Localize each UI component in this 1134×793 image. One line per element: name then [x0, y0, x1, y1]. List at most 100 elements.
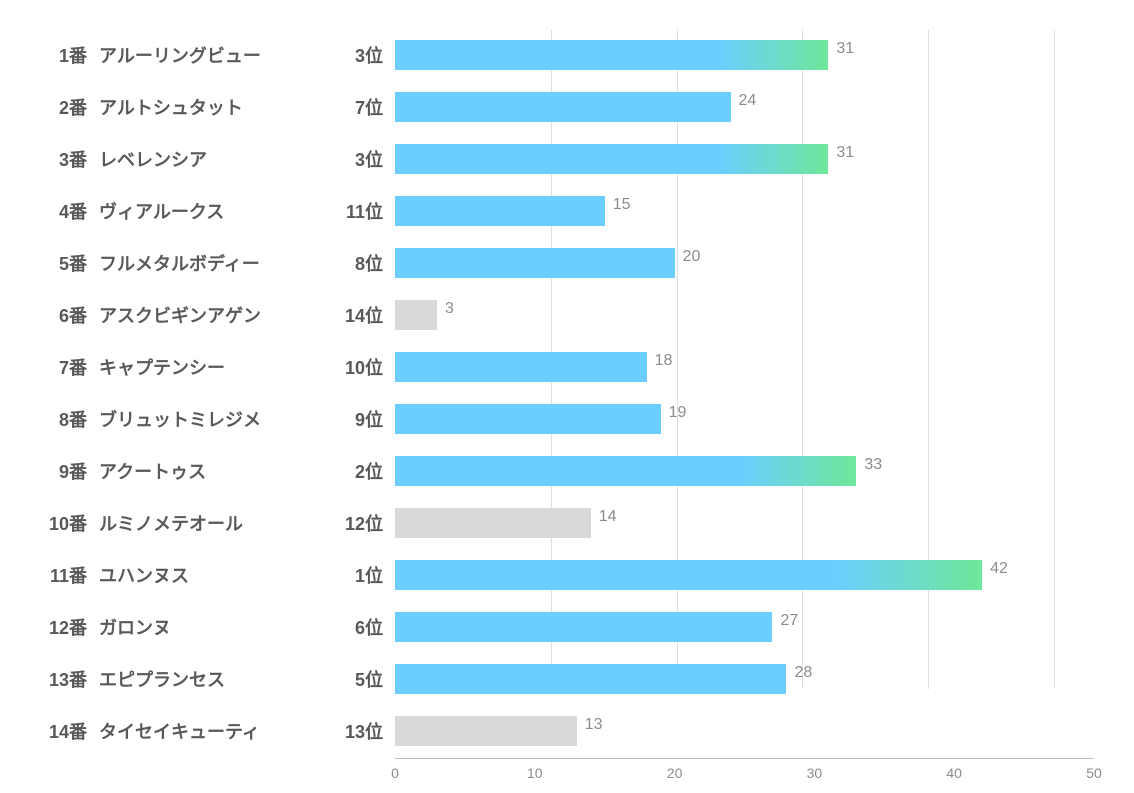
entry-name: ルミノメテオール [95, 510, 315, 536]
bar-area: 20 [395, 238, 1094, 288]
entry-number: 7番 [30, 354, 95, 380]
bar-area: 14 [395, 498, 1094, 548]
entry-number: 1番 [30, 42, 95, 68]
entry-name: フルメタルボディー [95, 250, 315, 276]
entry-name: アルーリングビュー [95, 42, 315, 68]
value-label: 13 [585, 716, 603, 734]
bar-area: 24 [395, 82, 1094, 132]
bar: 13 [395, 716, 577, 746]
axis-tick: 10 [527, 765, 543, 781]
bar: 24 [395, 92, 731, 122]
chart-row: 2番アルトシュタット7位24 [30, 82, 1094, 132]
bar: 31 [395, 40, 828, 70]
axis-tick: 20 [667, 765, 683, 781]
entry-number: 11番 [30, 562, 95, 588]
entry-name: キャプテンシー [95, 354, 315, 380]
chart-row: 12番ガロンヌ6位27 [30, 602, 1094, 652]
chart-row: 7番キャプテンシー10位18 [30, 342, 1094, 392]
entry-rank: 11位 [315, 198, 395, 224]
entry-name: レベレンシア [95, 146, 315, 172]
value-label: 18 [655, 352, 673, 370]
entry-rank: 10位 [315, 354, 395, 380]
entry-rank: 14位 [315, 302, 395, 328]
bar: 31 [395, 144, 828, 174]
value-label: 28 [794, 664, 812, 682]
chart-row: 6番アスクビギンアゲン14位3 [30, 290, 1094, 340]
entry-name: エピプランセス [95, 666, 315, 692]
entry-number: 10番 [30, 510, 95, 536]
entry-number: 5番 [30, 250, 95, 276]
entry-number: 8番 [30, 406, 95, 432]
chart-row: 11番ユハンヌス1位42 [30, 550, 1094, 600]
entry-rank: 3位 [315, 42, 395, 68]
chart-row: 5番フルメタルボディー8位20 [30, 238, 1094, 288]
chart-row: 8番ブリュットミレジメ9位19 [30, 394, 1094, 444]
bar-area: 18 [395, 342, 1094, 392]
bar: 28 [395, 664, 786, 694]
entry-number: 4番 [30, 198, 95, 224]
axis-tick: 50 [1086, 765, 1102, 781]
entry-number: 13番 [30, 666, 95, 692]
entry-name: アクートゥス [95, 458, 315, 484]
bar: 27 [395, 612, 772, 642]
axis-tick: 0 [391, 765, 399, 781]
entry-rank: 5位 [315, 666, 395, 692]
value-label: 15 [613, 196, 631, 214]
entry-rank: 9位 [315, 406, 395, 432]
bar-area: 3 [395, 290, 1094, 340]
entry-name: ユハンヌス [95, 562, 315, 588]
bar-area: 31 [395, 30, 1094, 80]
entry-rank: 8位 [315, 250, 395, 276]
entry-number: 12番 [30, 614, 95, 640]
entry-name: タイセイキューティ [95, 718, 315, 744]
entry-number: 6番 [30, 302, 95, 328]
entry-rank: 13位 [315, 718, 395, 744]
entry-name: アスクビギンアゲン [95, 302, 315, 328]
value-label: 20 [683, 248, 701, 266]
entry-number: 14番 [30, 718, 95, 744]
entry-number: 3番 [30, 146, 95, 172]
bar: 18 [395, 352, 647, 382]
axis-tick: 30 [807, 765, 823, 781]
bar: 42 [395, 560, 982, 590]
entry-rank: 12位 [315, 510, 395, 536]
rows-container: 1番アルーリングビュー3位312番アルトシュタット7位243番レベレンシア3位3… [30, 30, 1094, 756]
bar-area: 19 [395, 394, 1094, 444]
bar-area: 33 [395, 446, 1094, 496]
value-label: 19 [669, 404, 687, 422]
value-label: 33 [864, 456, 882, 474]
entry-rank: 2位 [315, 458, 395, 484]
bar-area: 28 [395, 654, 1094, 704]
value-label: 42 [990, 560, 1008, 578]
axis-tick: 40 [946, 765, 962, 781]
entry-name: アルトシュタット [95, 94, 315, 120]
chart-row: 1番アルーリングビュー3位31 [30, 30, 1094, 80]
bar-area: 13 [395, 706, 1094, 756]
chart-row: 10番ルミノメテオール12位14 [30, 498, 1094, 548]
chart-row: 3番レベレンシア3位31 [30, 134, 1094, 184]
bar: 14 [395, 508, 591, 538]
chart-row: 13番エピプランセス5位28 [30, 654, 1094, 704]
entry-rank: 3位 [315, 146, 395, 172]
bar: 33 [395, 456, 856, 486]
entry-name: ガロンヌ [95, 614, 315, 640]
value-label: 27 [780, 612, 798, 630]
bar: 19 [395, 404, 661, 434]
bar: 20 [395, 248, 675, 278]
value-label: 31 [836, 144, 854, 162]
entry-rank: 1位 [315, 562, 395, 588]
bar: 3 [395, 300, 437, 330]
chart-row: 14番タイセイキューティ13位13 [30, 706, 1094, 756]
ranking-bar-chart: 1番アルーリングビュー3位312番アルトシュタット7位243番レベレンシア3位3… [30, 30, 1094, 773]
bar-area: 27 [395, 602, 1094, 652]
bar-area: 31 [395, 134, 1094, 184]
chart-row: 4番ヴィアルークス11位15 [30, 186, 1094, 236]
entry-rank: 7位 [315, 94, 395, 120]
entry-number: 9番 [30, 458, 95, 484]
entry-number: 2番 [30, 94, 95, 120]
chart-row: 9番アクートゥス2位33 [30, 446, 1094, 496]
bar-area: 15 [395, 186, 1094, 236]
entry-name: ブリュットミレジメ [95, 406, 315, 432]
value-label: 14 [599, 508, 617, 526]
value-label: 24 [739, 92, 757, 110]
